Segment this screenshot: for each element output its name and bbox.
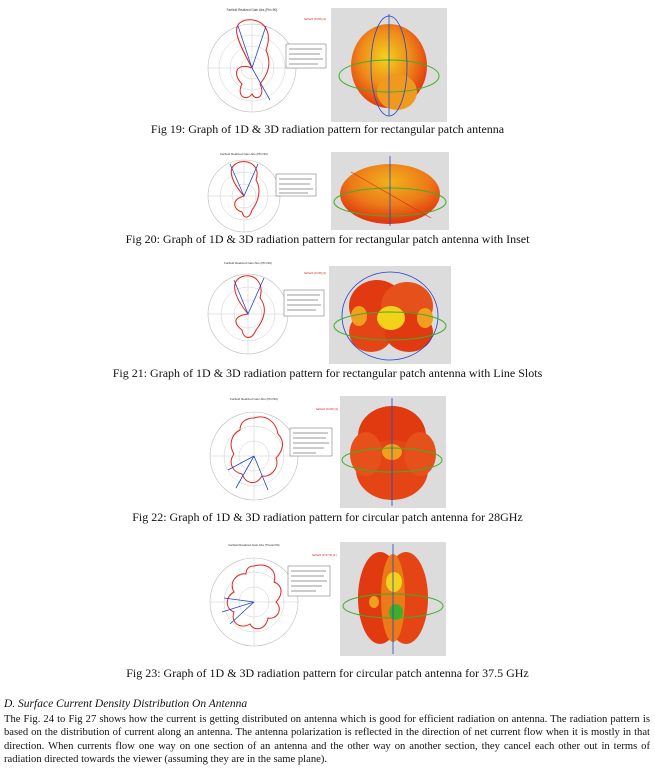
- 3d-pattern-fig23: [340, 542, 446, 656]
- polar-plot-title: Farfield Realized Gain Abs (Phi=90): [220, 152, 268, 156]
- figure-caption: Fig 22: Graph of 1D & 3D radiation patte…: [132, 510, 523, 524]
- polar-plot-fig20: Farfield Realized Gain Abs (Phi=90): [207, 152, 317, 233]
- polar-plot-title: Farfield Realized Gain Abs (Phi=90): [230, 397, 278, 401]
- figure-22: Farfield Realized Gain Abs (Phi=90) farf…: [0, 380, 655, 526]
- figure-caption: Fig 19: Graph of 1D & 3D radiation patte…: [150, 122, 505, 136]
- polar-plot-legend: farfield (f=28) [1]: [316, 407, 338, 411]
- body-paragraph: The Fig. 24 to Fig 27 shows how the curr…: [4, 714, 650, 765]
- polar-plot-fig22: Farfield Realized Gain Abs (Phi=90) farf…: [209, 397, 338, 501]
- polar-plot-legend: farfield (f=37.5) [1]: [312, 553, 337, 557]
- polar-plot-fig23: Farfield Realized Gain Abs (Theta=90) fa…: [209, 543, 337, 647]
- polar-plot-title: Farfield Realized Gain Abs (Phi=90): [224, 261, 272, 265]
- figure-caption: Fig 20: Graph of 1D & 3D radiation patte…: [125, 232, 530, 246]
- figure-caption: Fig 21: Graph of 1D & 3D radiation patte…: [112, 366, 543, 380]
- figure-caption: Fig 23: Graph of 1D & 3D radiation patte…: [126, 666, 529, 680]
- polar-plot-title: Farfield Realized Gain Abs (Phi=90): [227, 8, 278, 12]
- figure-23: Farfield Realized Gain Abs (Theta=90) fa…: [0, 526, 655, 686]
- polar-plot-legend: farfield (f=28) [1]: [304, 17, 326, 21]
- polar-plot-fig19: Farfield Realized Gain Abs (Phi=90) farf…: [207, 8, 327, 113]
- figure-20: Farfield Realized Gain Abs (Phi=90) Fig …: [0, 138, 655, 252]
- polar-plot-title: Farfield Realized Gain Abs (Theta=90): [228, 543, 279, 547]
- 3d-pattern-fig19: [331, 8, 447, 122]
- 3d-pattern-fig21: [329, 266, 451, 364]
- polar-plot-legend: farfield (f=28) [1]: [304, 271, 326, 275]
- section-heading: D. Surface Current Density Distribution …: [4, 698, 248, 710]
- 3d-pattern-fig22: [340, 396, 446, 508]
- 3d-pattern-fig20: [331, 152, 449, 230]
- figure-19: Farfield Realized Gain Abs (Phi=90) farf…: [0, 0, 655, 138]
- figure-21: Farfield Realized Gain Abs (Phi=90) farf…: [0, 252, 655, 380]
- polar-plot-fig21: Farfield Realized Gain Abs (Phi=90) farf…: [207, 261, 326, 355]
